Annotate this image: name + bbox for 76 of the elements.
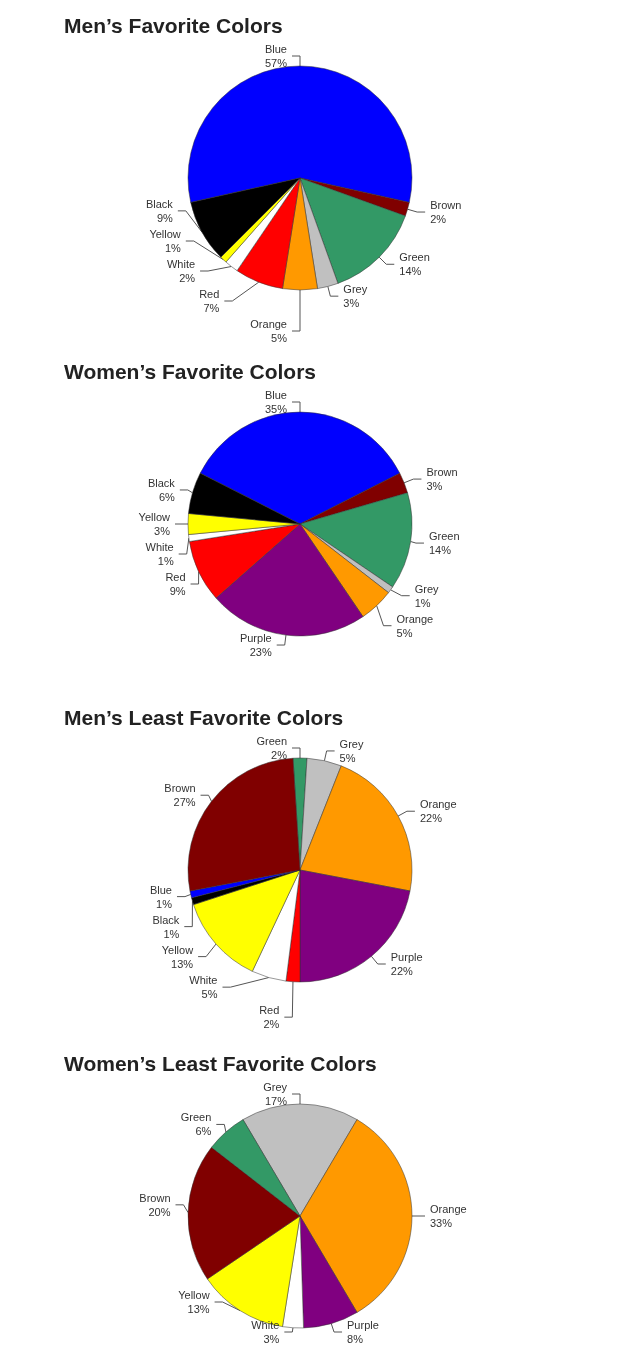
slice-label: Green [256,735,287,747]
slice-label: White [145,541,174,553]
slice-label: Purple [347,1319,379,1331]
slice-label: Blue [264,43,287,55]
data-label: 2% [263,1018,280,1031]
data-label: 57% [264,57,288,69]
slice-label: Brown [426,466,458,479]
data-label: 3% [426,480,443,493]
data-label: 2% [271,749,288,761]
slice-label: Grey [414,582,440,595]
data-label: 17% [264,1095,288,1107]
data-label: 6% [195,1125,212,1138]
slice-label: Grey [343,283,368,296]
data-label: 2% [179,272,196,284]
slice-label: Green [399,251,430,264]
data-label: 9% [156,211,174,224]
data-label: 22% [419,812,443,825]
data-label: 2% [430,213,447,226]
slice-label: Black [152,913,180,926]
data-label: 22% [390,965,413,977]
slice-label: Orange [250,318,287,330]
slice-label: Orange [396,612,434,625]
slice-label: Red [259,1004,280,1017]
data-label: 33% [430,1217,453,1229]
slice-label: Black [145,197,174,210]
data-label: 13% [171,957,194,970]
data-label: 1% [163,927,180,940]
data-label: 9% [169,585,186,597]
data-label: 14% [399,265,422,278]
slice-label: Brown [164,782,196,795]
slice-label: Brown [430,199,462,212]
slice-label: Black [147,476,176,489]
data-label: 13% [187,1303,210,1315]
slice-label: Orange [430,1203,467,1215]
data-label: 8% [347,1333,364,1345]
data-label: 5% [396,626,413,639]
data-label: 6% [158,490,176,503]
slice-label: White [189,974,218,987]
chart-title: Women’s Favorite Colors [64,360,317,383]
data-label: 35% [264,403,288,415]
data-label: 14% [428,544,452,557]
data-label: 5% [201,988,218,1001]
data-label: 5% [271,332,288,344]
slice-label: Purple [390,951,423,963]
slice-label: Purple [239,632,272,645]
slice-label: Grey [339,737,364,750]
data-label: 1% [414,596,431,609]
slice-label: Green [428,530,460,543]
data-label: 1% [164,242,182,254]
chart-title: Men’s Favorite Colors [64,14,283,37]
slice-label: Blue [264,389,287,401]
slice-label: Brown [139,1191,171,1204]
data-label: 20% [148,1205,171,1218]
slice-label: Green [180,1111,212,1124]
data-label: 7% [203,302,220,314]
data-label: 1% [157,555,174,567]
slice-label: White [166,258,196,270]
slice-label: Yellow [178,1289,210,1301]
data-label: 23% [249,646,272,659]
data-label: 3% [343,297,360,310]
chart-title: Men’s Least Favorite Colors [64,706,344,729]
slice-label: Yellow [138,511,171,523]
slice-label: Orange [419,798,457,811]
chart-title: Women’s Least Favorite Colors [64,1052,377,1075]
data-label: 27% [173,796,196,809]
data-label: 1% [156,897,173,910]
slice-label: White [251,1319,280,1331]
data-label: 3% [263,1333,280,1345]
slice-label: Blue [149,883,172,896]
slice-label: Yellow [149,228,181,240]
slice-label: Red [165,571,186,583]
data-label: 3% [154,525,171,537]
slice-label: Red [199,288,220,300]
data-label: 5% [339,751,356,764]
slice-label: Grey [263,1081,288,1093]
slice-label: Yellow [161,943,194,956]
